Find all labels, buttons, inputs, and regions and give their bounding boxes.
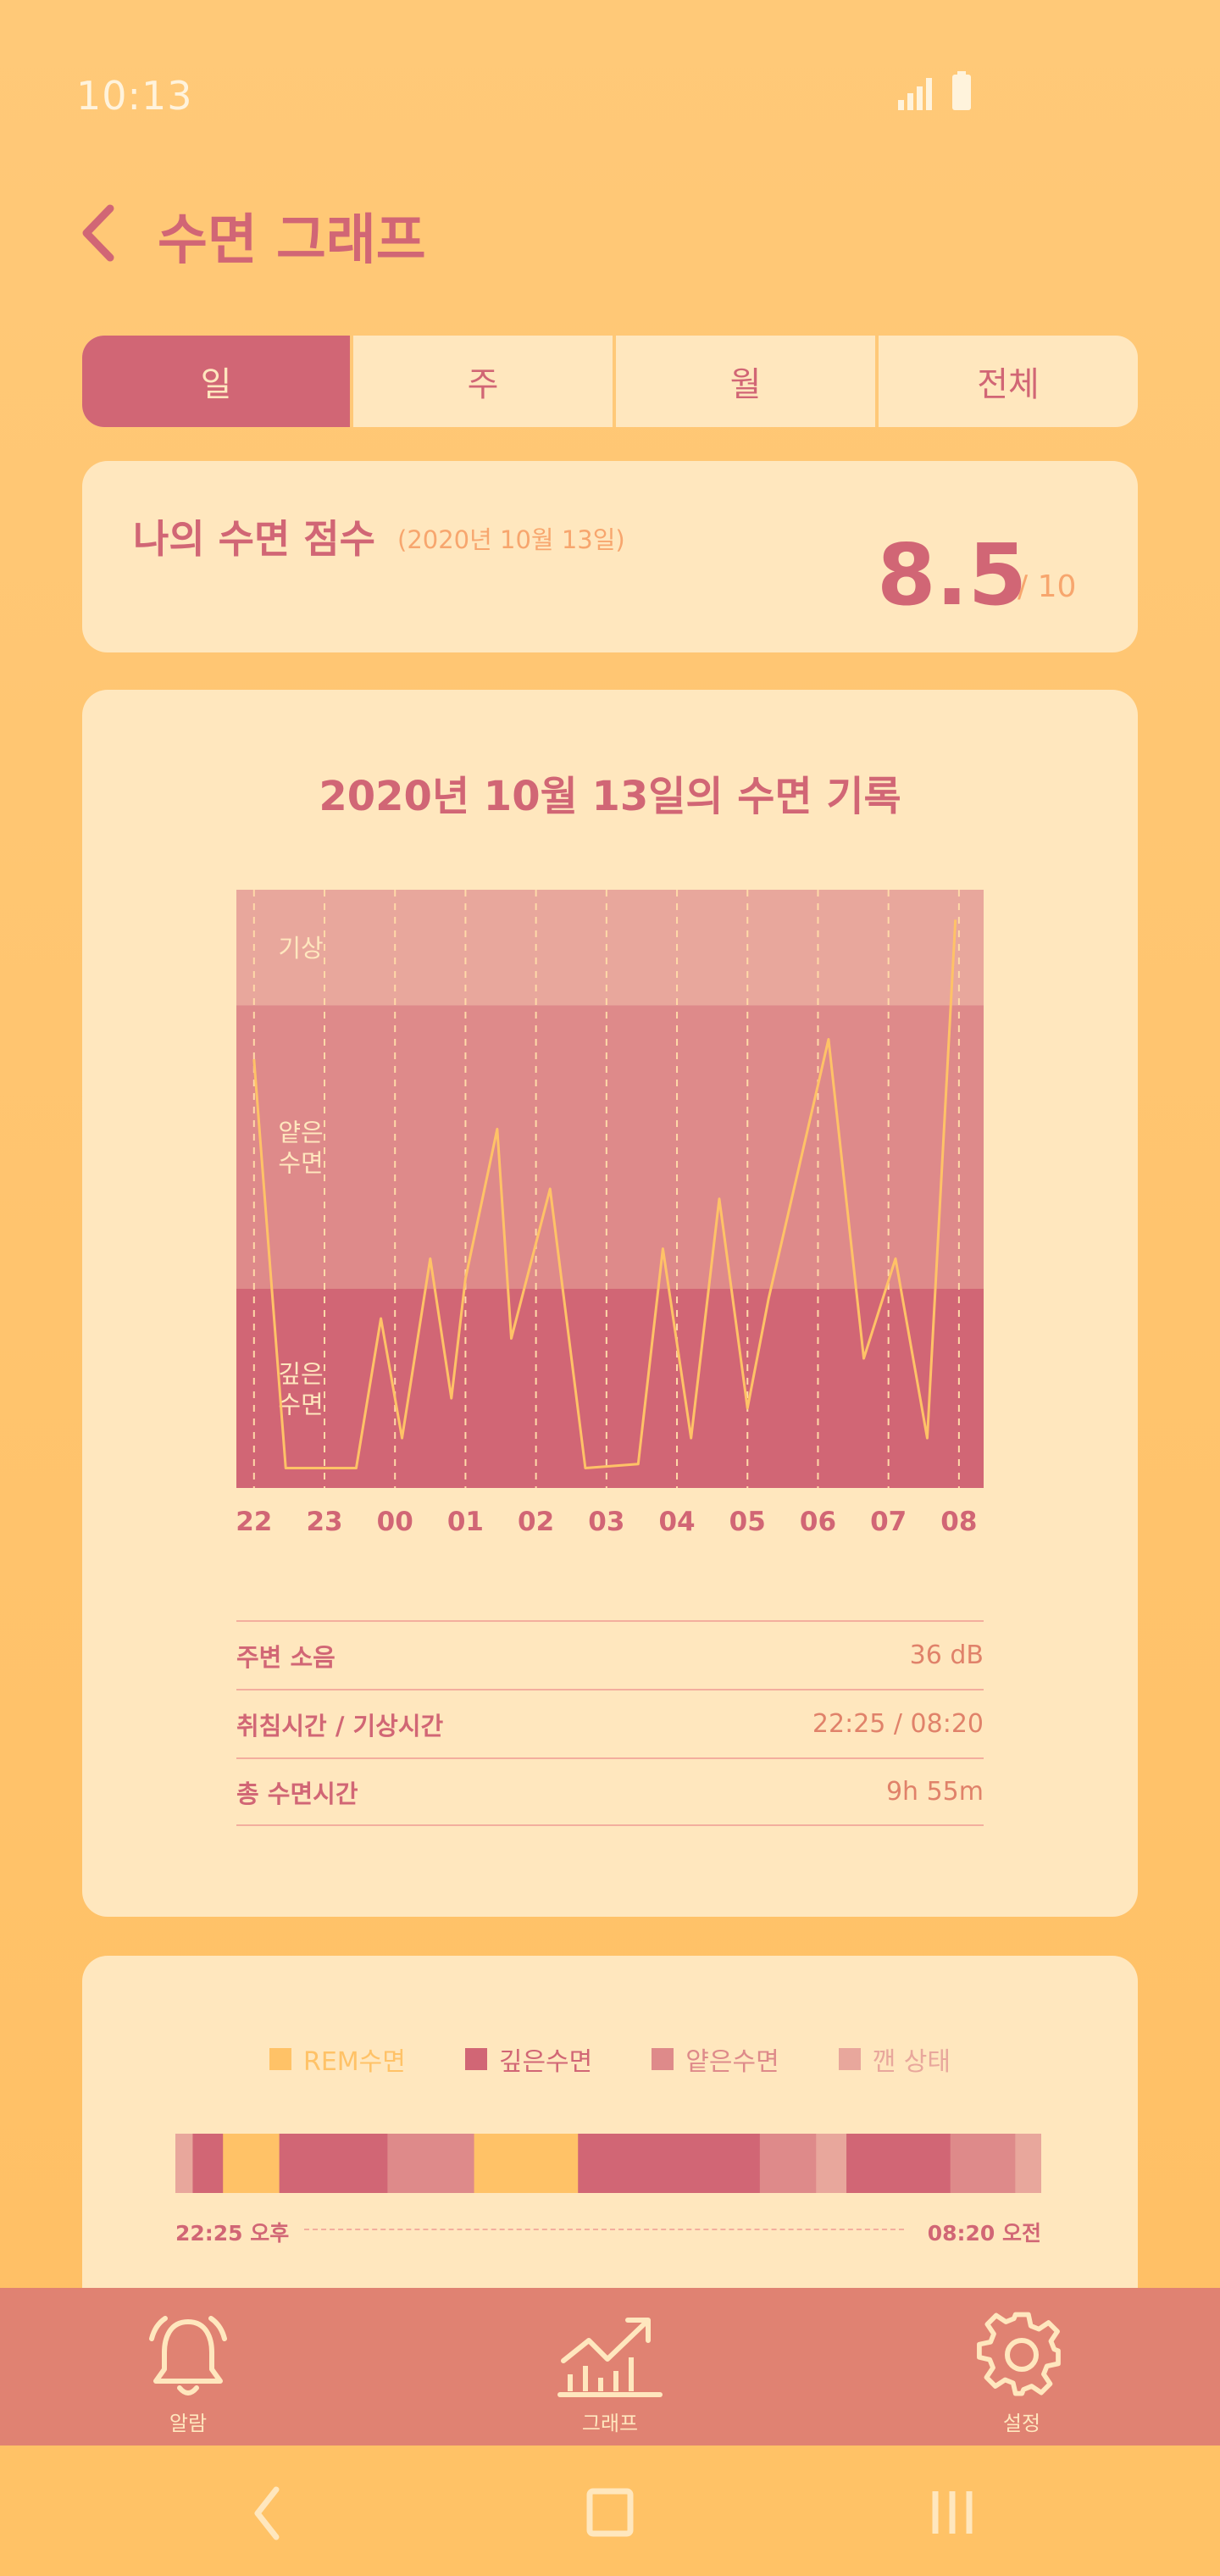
system-home-button[interactable]: [568, 2479, 652, 2547]
signal-icon: [898, 71, 971, 110]
info-row-noise: 주변 소음 36 dB: [236, 1620, 984, 1689]
x-tick-label: 22: [236, 1507, 272, 1537]
band-label: 얕은: [278, 1119, 323, 1147]
x-tick-label: 07: [870, 1507, 907, 1537]
legend-item-awake: 깬 상태: [838, 2040, 951, 2078]
band-label: 기상: [278, 934, 323, 963]
x-tick-label: 08: [940, 1507, 977, 1537]
legend-label: 얕은수면: [685, 2047, 779, 2077]
band-label: 수면: [278, 1390, 323, 1418]
timeline-end-label: 08:20 오전: [927, 2221, 1041, 2246]
score-value: 8.5: [877, 525, 1028, 625]
score-label: 나의 수면 점수: [133, 516, 375, 562]
system-back-icon: [254, 2486, 280, 2540]
info-value: 9h 55m: [885, 1777, 984, 1807]
sleep-stage-card: REM수면 깊은수면 얕은수면 깬 상태 22:25 오후 08:20 오전: [82, 1956, 1138, 2337]
info-label: 주변 소음: [236, 1642, 336, 1672]
x-tick-label: 23: [306, 1507, 342, 1537]
x-tick-label: 03: [588, 1507, 624, 1537]
page-title: 수면 그래프: [158, 209, 426, 272]
sleep-line: [252, 919, 957, 1469]
system-back-button[interactable]: [225, 2479, 310, 2547]
nav-item-graph[interactable]: 그래프: [525, 2310, 695, 2437]
x-tick-label: 02: [518, 1507, 554, 1537]
chart-band: [236, 1005, 984, 1289]
tab-week[interactable]: 주: [350, 336, 613, 427]
tab-month[interactable]: 월: [613, 336, 875, 427]
status-bar: 10:13: [0, 0, 1220, 153]
back-button[interactable]: [76, 203, 127, 263]
legend-label: REM수면: [302, 2047, 406, 2077]
chart-icon: [557, 2318, 663, 2397]
legend-label: 깊은수면: [498, 2047, 593, 2077]
timeline-segment-light: [950, 2134, 1016, 2193]
chart-title: 2020년 10월 13일의 수면 기록: [319, 773, 901, 820]
nav-item-alarm[interactable]: 알람: [103, 2310, 273, 2437]
x-tick-label: 01: [447, 1507, 484, 1537]
info-value: 36 dB: [909, 1641, 984, 1670]
score-date: (2020년 10월 13일): [397, 525, 625, 554]
legend: REM수면 깊은수면 얕은수면 깬 상태: [82, 2040, 1138, 2078]
nav-item-settings[interactable]: 설정: [937, 2310, 1106, 2437]
info-value: 22:25 / 08:20: [812, 1709, 984, 1739]
sleep-stage-timeline: [175, 2134, 1041, 2193]
legend-swatch: [269, 2048, 291, 2070]
system-nav-bar: [0, 2446, 1220, 2576]
timeline-segment-deep: [846, 2134, 951, 2193]
info-label: 총 수면시간: [236, 1779, 358, 1808]
timeline-segment-awake: [1015, 2134, 1041, 2193]
timeline-segment-rem: [474, 2134, 579, 2193]
tab-all[interactable]: 전체: [875, 336, 1138, 427]
bottom-nav: 알람 그래프 설정: [0, 2288, 1220, 2446]
sleep-chart-card: 2020년 10월 13일의 수면 기록 기상 얕은 수면 깊은 수면 22 23 00 01 0…: [82, 690, 1138, 1917]
sleep-info-table: 주변 소음 36 dB 취침시간 / 기상시간 22:25 / 08:20 총 …: [236, 1620, 984, 1826]
score-max: / 10: [1018, 569, 1077, 604]
timeline-divider: [304, 2229, 904, 2230]
nav-label: 그래프: [581, 2412, 639, 2435]
header: 수면 그래프: [0, 186, 1220, 280]
sleep-score-card: 나의 수면 점수 (2020년 10월 13일) 8.5 / 10: [82, 461, 1138, 652]
legend-label: 깬 상태: [872, 2047, 951, 2077]
x-tick-label: 05: [729, 1507, 766, 1537]
bell-icon: [149, 2316, 227, 2396]
timeline-segment-awake: [816, 2134, 847, 2193]
chart-band: [236, 1288, 984, 1488]
system-recents-button[interactable]: [910, 2479, 995, 2547]
nav-label: 설정: [1002, 2412, 1041, 2435]
legend-item-deep: 깊은수면: [464, 2040, 593, 2078]
period-tabs: 일 주 월 전체: [82, 336, 1138, 427]
legend-swatch: [838, 2048, 861, 2070]
info-row-total: 총 수면시간 9h 55m: [236, 1757, 984, 1826]
band-label: 수면: [278, 1149, 323, 1178]
timeline-segment-rem: [223, 2134, 280, 2193]
timeline-segment-deep: [578, 2134, 761, 2193]
battery-icon: [952, 75, 971, 110]
system-recents-icon: [932, 2491, 973, 2534]
timeline-segment-deep: [279, 2134, 388, 2193]
x-tick-label: 00: [377, 1507, 413, 1537]
timeline-segment-awake: [175, 2134, 193, 2193]
chart-band: [236, 890, 984, 1006]
legend-item-rem: REM수면: [269, 2040, 406, 2078]
x-tick-label: 04: [658, 1507, 695, 1537]
nav-label: 알람: [169, 2412, 208, 2435]
status-icons: [898, 71, 983, 114]
tab-day[interactable]: 일: [82, 336, 350, 427]
info-label: 취침시간 / 기상시간: [236, 1711, 444, 1740]
legend-swatch: [652, 2048, 674, 2070]
legend-item-light: 얕은수면: [652, 2040, 779, 2078]
band-label: 깊은: [278, 1359, 323, 1388]
info-row-bedtime: 취침시간 / 기상시간 22:25 / 08:20: [236, 1689, 984, 1757]
x-tick-label: 06: [800, 1507, 836, 1537]
timeline-segment-light: [759, 2134, 817, 2193]
timeline-start-label: 22:25 오후: [175, 2221, 290, 2246]
chevron-left-icon: [82, 204, 114, 262]
legend-swatch: [464, 2048, 487, 2070]
timeline-segment-light: [387, 2134, 475, 2193]
gear-icon: [977, 2312, 1061, 2396]
timeline-segment-deep: [192, 2134, 224, 2193]
system-home-icon: [586, 2488, 634, 2537]
status-time: 10:13: [76, 73, 193, 119]
